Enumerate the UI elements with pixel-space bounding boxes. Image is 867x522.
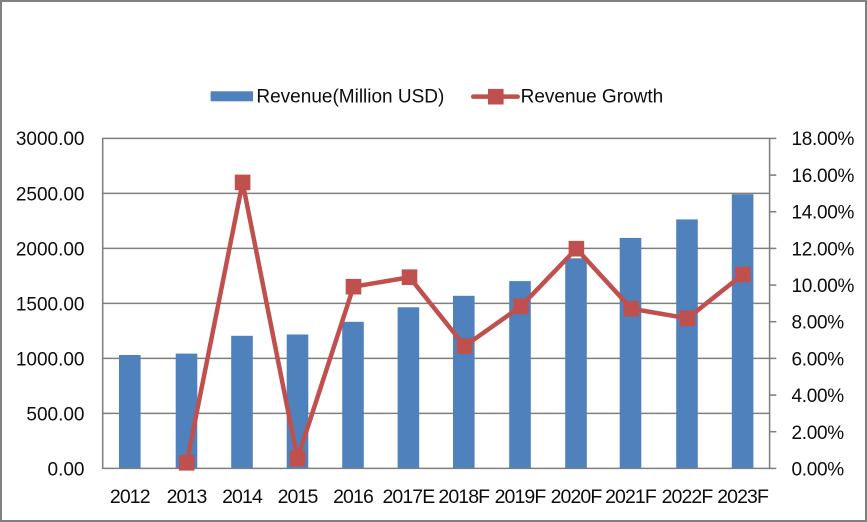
svg-text:2013: 2013 — [167, 486, 207, 508]
svg-text:2016: 2016 — [333, 486, 373, 508]
svg-text:2022F: 2022F — [662, 486, 714, 508]
svg-text:2020F: 2020F — [551, 486, 603, 508]
svg-text:Revenue Growth: Revenue Growth — [521, 86, 664, 107]
svg-text:1500.00: 1500.00 — [16, 294, 85, 315]
svg-text:18.00%: 18.00% — [792, 129, 855, 150]
svg-text:6.00%: 6.00% — [792, 350, 845, 371]
svg-text:3000.00: 3000.00 — [16, 129, 85, 150]
svg-text:2018F: 2018F — [438, 486, 490, 508]
svg-text:0.00: 0.00 — [48, 460, 85, 481]
svg-text:500.00: 500.00 — [26, 405, 84, 426]
svg-text:Revenue(Million USD): Revenue(Million USD) — [256, 86, 444, 107]
svg-text:8.00%: 8.00% — [792, 313, 845, 334]
svg-text:2500.00: 2500.00 — [16, 184, 85, 205]
svg-text:14.00%: 14.00% — [792, 203, 855, 224]
svg-text:10.00%: 10.00% — [792, 276, 855, 297]
svg-text:2019F: 2019F — [495, 486, 547, 508]
svg-text:4.00%: 4.00% — [792, 386, 845, 407]
svg-text:2021F: 2021F — [605, 486, 657, 508]
svg-text:2014: 2014 — [222, 486, 263, 508]
svg-text:2.00%: 2.00% — [792, 423, 845, 444]
svg-text:2017E: 2017E — [382, 486, 435, 508]
svg-text:2015: 2015 — [278, 486, 319, 508]
svg-text:16.00%: 16.00% — [792, 166, 855, 187]
svg-text:2012: 2012 — [110, 486, 150, 508]
svg-text:2023F: 2023F — [717, 486, 769, 508]
svg-text:2000.00: 2000.00 — [16, 239, 85, 260]
svg-text:12.00%: 12.00% — [792, 239, 855, 260]
svg-text:1000.00: 1000.00 — [16, 350, 85, 371]
svg-text:0.00%: 0.00% — [792, 460, 845, 481]
